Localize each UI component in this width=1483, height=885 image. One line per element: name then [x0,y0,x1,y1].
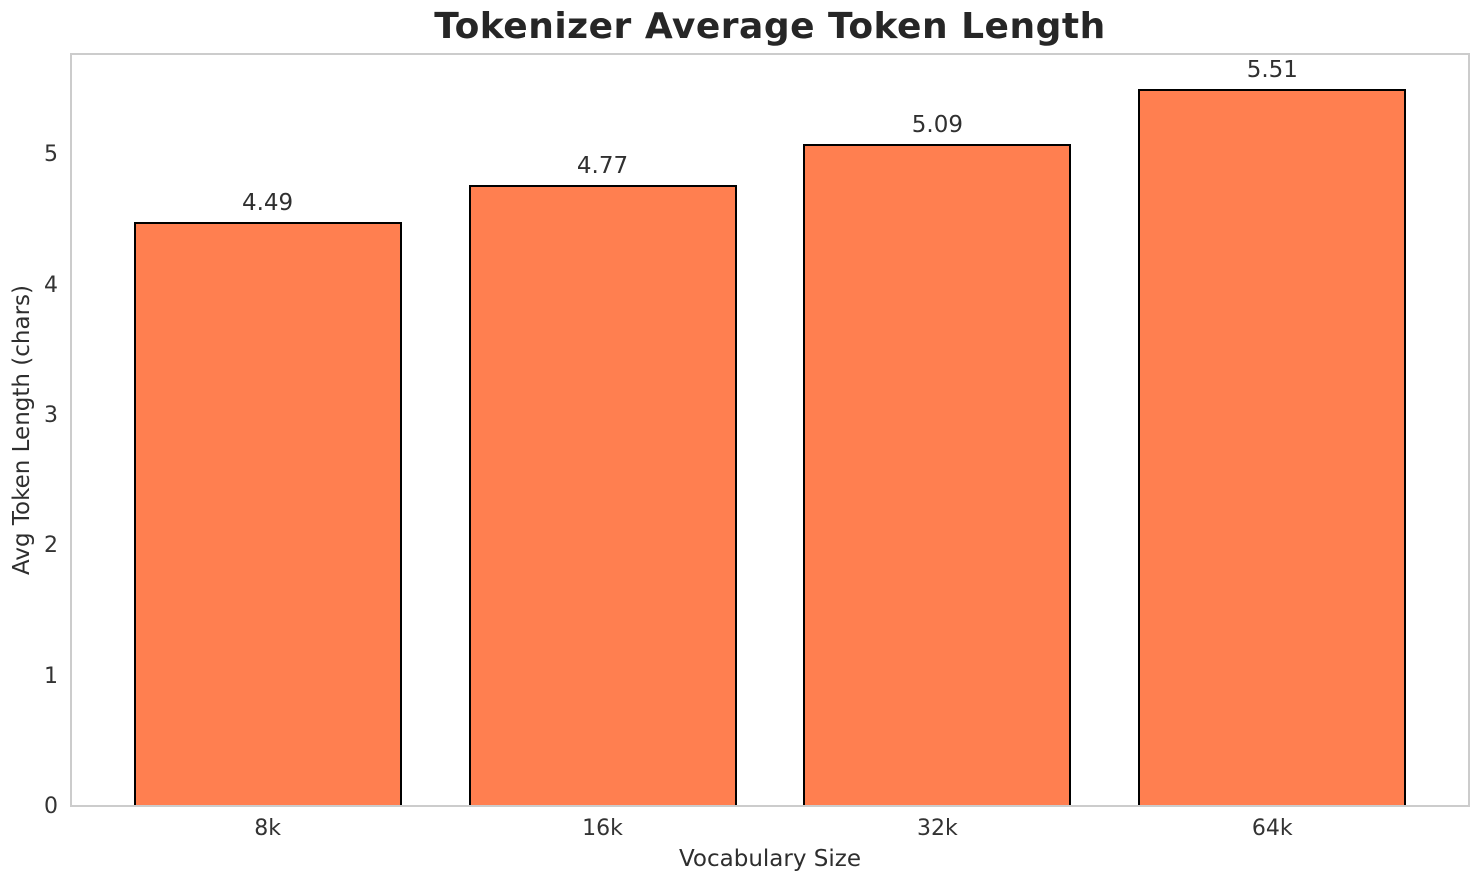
y-axis-label: Avg Token Length (chars) [9,284,35,576]
x-axis-label: Vocabulary Size [678,846,861,872]
bars-layer [70,53,1470,807]
x-tick-label: 64k [1251,816,1293,841]
y-tick-label: 4 [44,272,58,298]
y-tick-label: 1 [44,663,58,689]
x-tick-label: 16k [582,816,623,841]
bar-value-label: 4.49 [241,189,294,216]
y-tick-label: 2 [44,533,58,559]
bar-32k [803,143,1072,807]
bar-value-label: 5.09 [911,111,963,138]
bar-value-label: 5.51 [1246,56,1298,83]
chart-title: Tokenizer Average Token Length [434,6,1106,47]
y-tick-label: 5 [44,142,58,168]
bar-16k [468,185,737,807]
bar-value-label: 4.77 [576,153,629,180]
bar-64k [1138,88,1407,807]
bar-8k [133,221,402,807]
y-tick-label: 0 [44,794,58,819]
x-tick-label: 32k [917,816,958,841]
y-tick-label: 3 [44,402,58,428]
x-tick-label: 8k [254,816,281,841]
